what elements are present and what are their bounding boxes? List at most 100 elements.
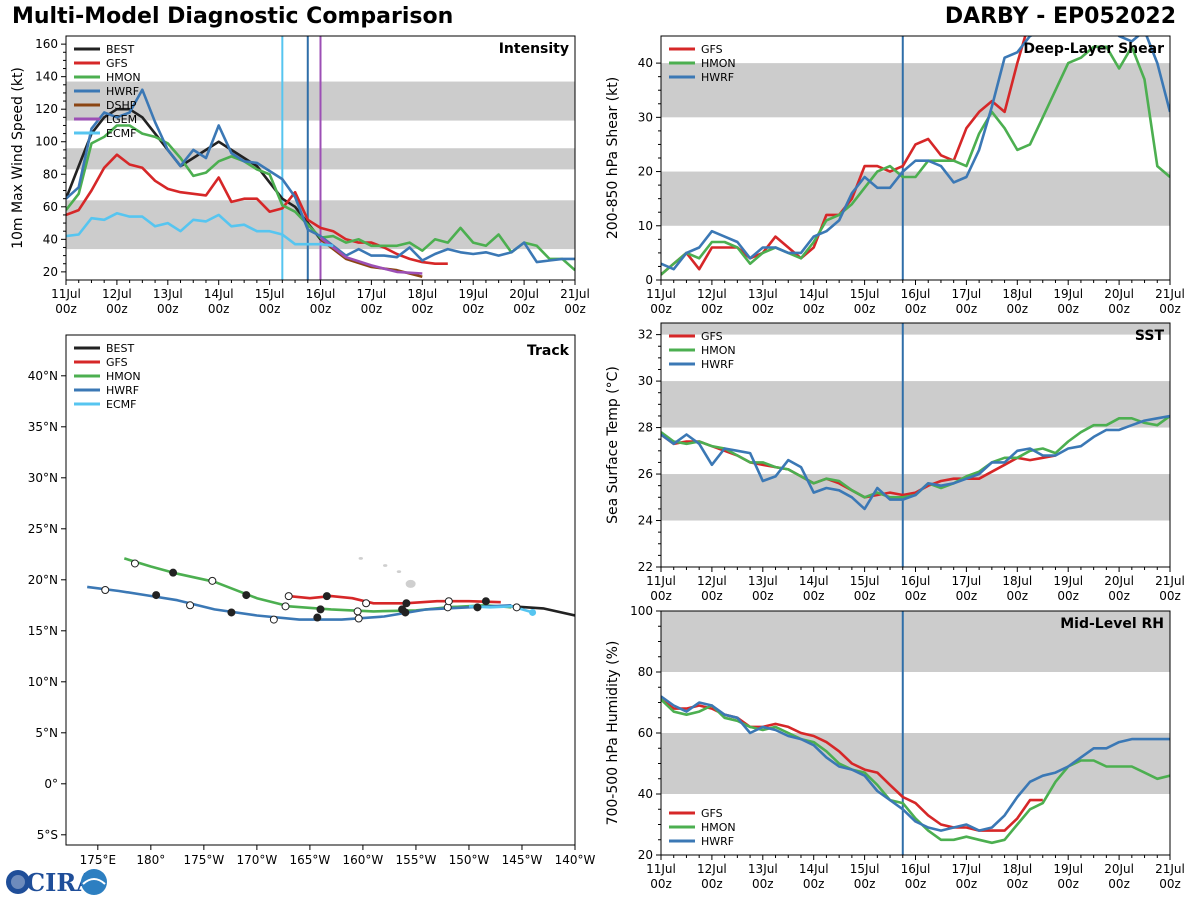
x-tick-label-date: 19Jul [1053, 287, 1083, 301]
y-tick-label: 40 [638, 787, 653, 801]
y-tick-label: 40 [43, 232, 58, 246]
legend-label-hwrf: HWRF [701, 358, 734, 371]
x-tick-label-hour: 00z [701, 877, 723, 891]
track-time-marker [227, 608, 236, 617]
x-tick-label-date: 12Jul [102, 287, 132, 301]
x-tick-label-hour: 00z [803, 589, 825, 603]
x-tick-label-date: 14Jul [204, 287, 234, 301]
x-tick-label-date: 15Jul [850, 287, 880, 301]
legend-label-hwrf: HWRF [106, 85, 139, 98]
track-time-marker [398, 605, 407, 614]
track-time-marker [362, 599, 371, 608]
x-tick-label-hour: 00z [106, 302, 128, 316]
longitude-tick-label: 155°W [396, 853, 437, 867]
x-tick-label-date: 16Jul [901, 862, 931, 876]
x-tick-label-date: 13Jul [153, 287, 183, 301]
x-tick-label-hour: 00z [854, 302, 876, 316]
track-time-marker [402, 599, 411, 608]
latitude-tick-label: 35°N [28, 420, 58, 434]
panel-title: SST [1135, 328, 1165, 344]
x-tick-label-date: 11Jul [646, 574, 676, 588]
track-time-marker [512, 603, 521, 612]
x-tick-label-date: 17Jul [952, 574, 982, 588]
y-tick-label: 28 [638, 421, 653, 435]
track-time-marker [444, 597, 453, 606]
plot-frame [65, 334, 576, 846]
x-tick-label-date: 21Jul [560, 287, 590, 301]
latitude-tick-label: 0° [44, 777, 58, 791]
shaded-band [661, 611, 1170, 672]
y-tick-label: 60 [638, 726, 653, 740]
x-tick-label-hour: 00z [1108, 589, 1130, 603]
legend-label-best: BEST [106, 342, 134, 355]
x-tick-label-hour: 00z [1007, 877, 1029, 891]
x-tick-label-hour: 00z [701, 589, 723, 603]
y-tick-label: 30 [638, 110, 653, 124]
x-tick-label-hour: 00z [1007, 302, 1029, 316]
series-line-ecmf [66, 212, 334, 248]
shaded-band [661, 171, 1170, 226]
x-tick-label-date: 12Jul [697, 574, 727, 588]
panel-track: 175°E 180° 175°W 170°W 165°W 160°W 155°W 150°W 1… [28, 334, 596, 867]
x-tick-label-hour: 00z [1159, 302, 1181, 316]
series-line-hwrf [661, 36, 1170, 271]
x-tick-label-hour: 00z [564, 302, 586, 316]
x-tick-label-hour: 00z [1057, 302, 1079, 316]
y-tick-label: 0 [645, 273, 653, 287]
legend-label-hmon: HMON [701, 57, 736, 70]
shaded-band [661, 733, 1170, 794]
x-tick-label-hour: 00z [956, 589, 978, 603]
x-tick-label-hour: 00z [1108, 877, 1130, 891]
latitude-tick-label: 5°S [37, 828, 58, 842]
x-tick-label-date: 12Jul [697, 287, 727, 301]
x-tick-label-date: 16Jul [901, 574, 931, 588]
y-tick-label: 100 [35, 135, 58, 149]
track-time-marker [208, 576, 217, 585]
panel-title: Track [527, 343, 570, 359]
x-tick-label-hour: 00z [1007, 589, 1029, 603]
y-tick-label: 120 [35, 102, 58, 116]
x-tick-label-date: 14Jul [799, 862, 829, 876]
x-tick-label-hour: 00z [905, 302, 927, 316]
x-tick-label-date: 13Jul [748, 574, 778, 588]
x-tick-label-date: 18Jul [1002, 862, 1032, 876]
legend-label-lgem: LGEM [106, 113, 137, 126]
y-tick-label: 80 [638, 665, 653, 679]
plot-frame [660, 322, 1171, 568]
x-tick-label-date: 18Jul [1002, 574, 1032, 588]
track-time-marker [354, 614, 363, 623]
y-tick-label: 60 [43, 200, 58, 214]
hawaii-islands [358, 556, 416, 588]
x-tick-label-date: 15Jul [850, 574, 880, 588]
x-tick-label-hour: 00z [1159, 877, 1181, 891]
y-axis-label: Sea Surface Temp (°C) [605, 366, 621, 524]
x-tick-label-date: 21Jul [1155, 287, 1185, 301]
x-tick-label-hour: 00z [1057, 877, 1079, 891]
track-time-marker [353, 607, 362, 616]
x-tick-label-date: 11Jul [646, 287, 676, 301]
panel-intensity: 2040608010012014016011Jul00z12Jul00z13Ju… [10, 35, 590, 316]
x-tick-label-hour: 00z [854, 589, 876, 603]
y-tick-label: 160 [35, 37, 58, 51]
x-tick-label-hour: 00z [1057, 589, 1079, 603]
y-tick-label: 22 [638, 560, 653, 574]
x-tick-label-hour: 00z [462, 302, 484, 316]
track-time-marker [313, 613, 322, 622]
x-tick-label-date: 21Jul [1155, 574, 1185, 588]
track-time-marker [473, 603, 482, 612]
x-tick-label-hour: 00z [650, 302, 672, 316]
track-line-hwrf [87, 585, 512, 621]
y-tick-label: 30 [638, 374, 653, 388]
panel-sst: 22242628303211Jul00z12Jul00z13Jul00z14Ju… [605, 322, 1185, 603]
x-tick-label-hour: 00z [259, 302, 281, 316]
panel-title: Deep-Layer Shear [1023, 41, 1164, 57]
legend-label-gfs: GFS [106, 356, 128, 369]
x-tick-label-hour: 00z [854, 877, 876, 891]
panel-shear: 01020304011Jul00z12Jul00z13Jul00z14Jul00… [605, 35, 1185, 316]
series-line-lgem [319, 236, 423, 275]
track-time-marker [481, 597, 490, 606]
y-tick-label: 20 [638, 165, 653, 179]
legend-label-hmon: HMON [701, 821, 736, 834]
track-time-marker [281, 602, 290, 611]
